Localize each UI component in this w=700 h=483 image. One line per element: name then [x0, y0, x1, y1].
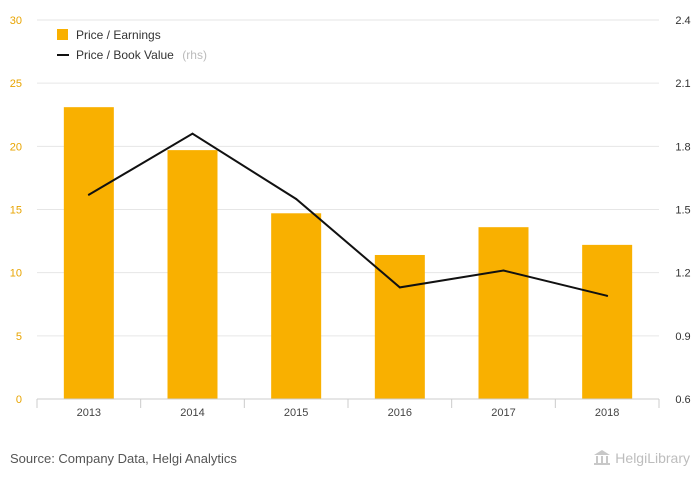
source-note: Source: Company Data, Helgi Analytics: [10, 451, 237, 466]
legend-label-pbv-suffix: (rhs): [182, 48, 207, 62]
right-tick-label: 2.4: [675, 15, 690, 27]
left-tick-label: 25: [10, 78, 22, 90]
left-tick-label: 30: [10, 15, 22, 27]
x-tick-label: 2013: [77, 407, 101, 419]
right-tick-label: 1.2: [675, 268, 690, 280]
right-axis-ticks: 0.6 0.9 1.2 1.5 1.8 2.1 2.4: [675, 15, 690, 406]
pbv-line-series: [87, 132, 609, 297]
library-building-icon: [594, 450, 611, 465]
legend-swatch-pe: [57, 29, 68, 40]
legend-label-pe: Price / Earnings: [76, 28, 161, 42]
x-axis: 2013 2014 2015 2016 2017 2018: [36, 398, 660, 419]
legend: Price / Earnings Price / Book Value (rhs…: [57, 28, 207, 63]
left-tick-label: 0: [16, 394, 22, 406]
pe-bar: [374, 254, 425, 399]
right-tick-label: 2.1: [675, 78, 690, 90]
pe-bar: [63, 107, 114, 400]
left-tick-label: 10: [10, 268, 22, 280]
left-tick-label: 20: [10, 141, 22, 153]
pbv-line: [88, 132, 608, 297]
pe-bar: [271, 213, 322, 399]
x-tick-label: 2015: [284, 407, 308, 419]
right-tick-label: 1.8: [675, 141, 690, 153]
x-tick-label: 2017: [491, 407, 515, 419]
x-tick-label: 2014: [180, 407, 204, 419]
pe-bar: [582, 244, 633, 399]
logo-text: HelgiLibrary: [615, 450, 690, 466]
left-axis-ticks: 0 5 10 15 20 25 30: [10, 15, 22, 406]
x-tick-label: 2018: [595, 407, 619, 419]
pe-bars: [63, 107, 633, 400]
pbv-point: [87, 193, 90, 196]
left-tick-label: 15: [10, 205, 22, 217]
left-tick-label: 5: [16, 331, 22, 343]
gridlines: [37, 19, 659, 337]
right-tick-label: 1.5: [675, 205, 690, 217]
legend-label-pbv-group: Price / Book Value (rhs): [76, 46, 207, 63]
helgi-library-logo: HelgiLibrary: [593, 450, 690, 466]
x-tick-label: 2016: [388, 407, 412, 419]
right-tick-label: 0.6: [675, 394, 690, 406]
pe-bar: [167, 150, 218, 399]
pbv-point: [502, 269, 505, 272]
pbv-point: [295, 197, 298, 200]
legend-label-pbv: Price / Book Value: [76, 48, 174, 62]
pbv-point: [606, 294, 609, 297]
pbv-point: [398, 286, 401, 289]
right-tick-label: 0.9: [675, 331, 690, 343]
pbv-point: [191, 132, 194, 135]
pe-bar: [478, 227, 529, 399]
